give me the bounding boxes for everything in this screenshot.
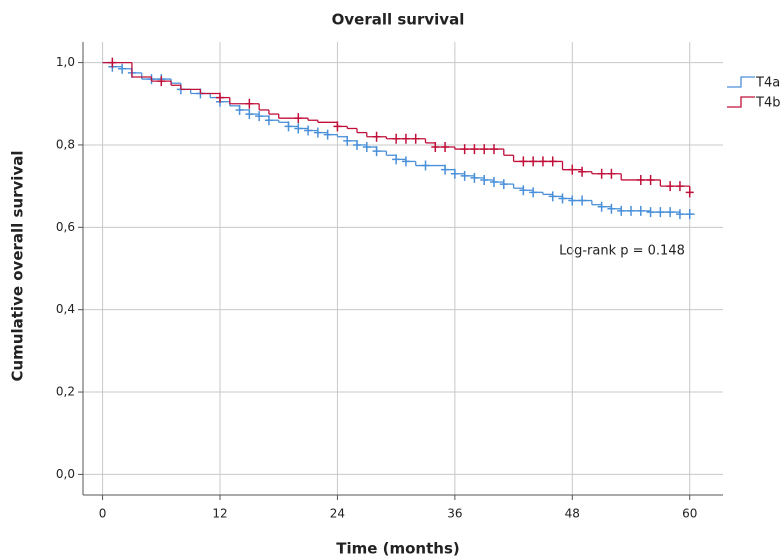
censor-mark: [499, 179, 508, 190]
censor-mark: [548, 191, 557, 202]
censor-mark: [578, 195, 587, 206]
x-tick-label: 36: [447, 507, 462, 521]
censor-mark: [470, 144, 479, 155]
censor-mark: [108, 57, 117, 68]
censor-mark: [245, 109, 254, 120]
y-tick-label: 0,6: [56, 220, 75, 234]
censor-mark: [392, 154, 401, 165]
censor-mark: [529, 187, 538, 198]
censor-mark: [431, 142, 440, 153]
y-tick-label: 1,0: [56, 55, 75, 69]
censor-mark: [401, 156, 410, 167]
censor-mark: [548, 156, 557, 167]
censor-mark: [460, 170, 469, 181]
censor-mark: [294, 113, 303, 124]
y-tick-label: 0,0: [56, 467, 75, 481]
censor-mark: [460, 144, 469, 155]
censor-mark: [294, 123, 303, 134]
censor-mark: [323, 129, 332, 140]
censor-mark: [568, 195, 577, 206]
censor-mark: [480, 174, 489, 185]
x-tick-label: 60: [682, 507, 697, 521]
censor-mark: [343, 135, 352, 146]
x-axis-label: Time (months): [336, 540, 460, 557]
censor-mark: [617, 205, 626, 216]
censor-mark: [578, 166, 587, 177]
censor-mark: [118, 63, 127, 74]
censor-mark: [333, 121, 342, 132]
censor-mark: [627, 205, 636, 216]
censor-mark: [538, 156, 547, 167]
censor-mark: [421, 160, 430, 171]
censor-mark: [470, 172, 479, 183]
censor-mark: [372, 146, 381, 157]
censor-mark: [646, 174, 655, 185]
censor-mark: [362, 142, 371, 153]
censor-mark: [216, 92, 225, 103]
annotation: Log-rank p = 0.148: [559, 244, 685, 259]
censor-mark: [255, 111, 264, 122]
censor-mark: [401, 133, 410, 144]
censor-mark: [157, 76, 166, 87]
censor-mark: [675, 181, 684, 192]
censor-mark: [675, 209, 684, 220]
legend-swatch: [727, 96, 755, 108]
censor-mark: [636, 174, 645, 185]
censor-mark: [666, 207, 675, 218]
x-tick-label: 0: [99, 507, 107, 521]
censor-mark: [372, 131, 381, 142]
y-axis-label: Cumulative overall survival: [9, 151, 27, 382]
censor-mark: [597, 168, 606, 179]
censor-mark: [490, 177, 499, 188]
censor-mark: [529, 156, 538, 167]
censor-mark: [519, 185, 528, 196]
x-tick-label: 24: [330, 507, 345, 521]
censor-mark: [597, 201, 606, 212]
censor-mark: [646, 207, 655, 218]
censor-mark: [607, 203, 616, 214]
y-tick-label: 0,4: [56, 302, 75, 316]
legend-label: T4b: [755, 96, 780, 111]
censor-mark: [558, 193, 567, 204]
censor-mark: [441, 164, 450, 175]
x-tick-label: 12: [212, 507, 227, 521]
censor-mark: [685, 209, 694, 220]
censor-mark: [441, 142, 450, 153]
censor-mark: [284, 121, 293, 132]
censor-mark: [568, 164, 577, 175]
y-tick-label: 0,2: [56, 385, 75, 399]
censor-mark: [490, 144, 499, 155]
censor-mark: [304, 125, 313, 136]
y-tick-label: 0,8: [56, 137, 75, 151]
censor-mark: [245, 98, 254, 109]
censor-mark: [480, 144, 489, 155]
censor-mark: [235, 104, 244, 115]
censor-mark: [411, 133, 420, 144]
censor-mark: [656, 207, 665, 218]
legend-label: T4a: [755, 76, 780, 91]
censor-mark: [313, 127, 322, 138]
chart-title: Overall survival: [332, 11, 465, 29]
censor-mark: [666, 181, 675, 192]
censor-mark: [636, 205, 645, 216]
censor-mark: [607, 168, 616, 179]
censor-mark: [519, 156, 528, 167]
censor-mark: [353, 139, 362, 150]
censor-mark: [685, 187, 694, 198]
censor-mark: [450, 168, 459, 179]
censor-mark: [264, 115, 273, 126]
x-tick-label: 48: [565, 507, 580, 521]
censor-mark: [392, 133, 401, 144]
legend-swatch: [727, 76, 755, 88]
